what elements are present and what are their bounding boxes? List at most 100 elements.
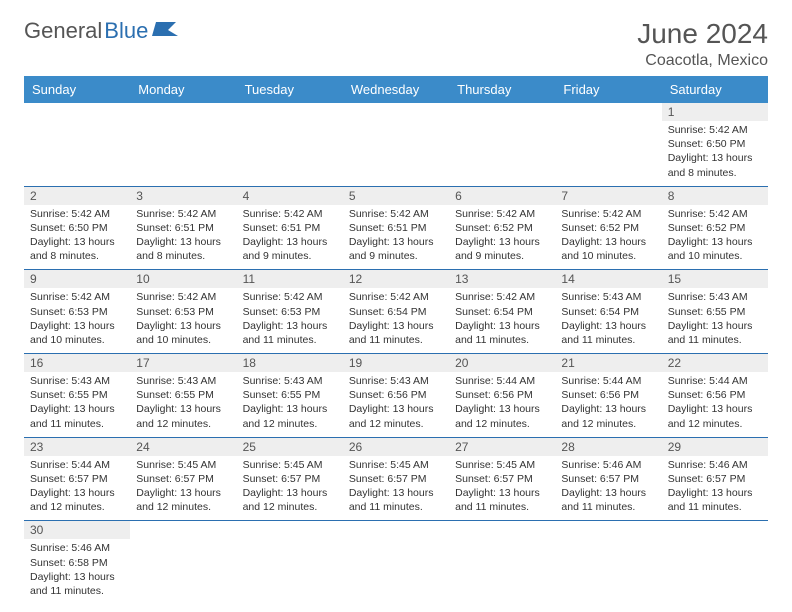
sunrise-line: Sunrise: 5:43 AM xyxy=(349,374,443,388)
day-number-bar: 20 xyxy=(449,354,555,372)
daylight-line: Daylight: 13 hours and 11 minutes. xyxy=(30,570,124,598)
sunset-line: Sunset: 6:56 PM xyxy=(349,388,443,402)
sunset-line: Sunset: 6:53 PM xyxy=(243,305,337,319)
calendar-empty-cell xyxy=(237,521,343,604)
calendar-day-cell: 15Sunrise: 5:43 AMSunset: 6:55 PMDayligh… xyxy=(662,270,768,354)
day-number-bar: 18 xyxy=(237,354,343,372)
day-detail: Sunrise: 5:44 AMSunset: 6:57 PMDaylight:… xyxy=(30,458,124,515)
sunrise-line: Sunrise: 5:45 AM xyxy=(243,458,337,472)
day-detail: Sunrise: 5:42 AMSunset: 6:50 PMDaylight:… xyxy=(30,207,124,264)
daylight-line: Daylight: 13 hours and 10 minutes. xyxy=(30,319,124,347)
day-detail: Sunrise: 5:44 AMSunset: 6:56 PMDaylight:… xyxy=(455,374,549,431)
day-detail: Sunrise: 5:45 AMSunset: 6:57 PMDaylight:… xyxy=(243,458,337,515)
sunrise-line: Sunrise: 5:42 AM xyxy=(30,207,124,221)
sunrise-line: Sunrise: 5:45 AM xyxy=(136,458,230,472)
day-number: 21 xyxy=(561,356,655,371)
day-number-bar: 27 xyxy=(449,438,555,456)
sunrise-line: Sunrise: 5:42 AM xyxy=(243,290,337,304)
daylight-line: Daylight: 13 hours and 11 minutes. xyxy=(668,319,762,347)
day-number: 18 xyxy=(243,356,337,371)
flag-icon xyxy=(152,20,178,38)
day-number-bar: 10 xyxy=(130,270,236,288)
sunrise-line: Sunrise: 5:42 AM xyxy=(349,207,443,221)
calendar-day-cell: 26Sunrise: 5:45 AMSunset: 6:57 PMDayligh… xyxy=(343,437,449,521)
calendar-day-cell: 13Sunrise: 5:42 AMSunset: 6:54 PMDayligh… xyxy=(449,270,555,354)
sunrise-line: Sunrise: 5:42 AM xyxy=(30,290,124,304)
calendar-day-cell: 7Sunrise: 5:42 AMSunset: 6:52 PMDaylight… xyxy=(555,186,661,270)
sunset-line: Sunset: 6:51 PM xyxy=(136,221,230,235)
day-number: 12 xyxy=(349,272,443,287)
calendar-day-cell: 16Sunrise: 5:43 AMSunset: 6:55 PMDayligh… xyxy=(24,354,130,438)
calendar-week-row: 16 Sunrise: 5:43 AMSunset: 6:55 PMDayligh… xyxy=(24,354,768,438)
sunrise-line: Sunrise: 5:42 AM xyxy=(668,207,762,221)
sunset-line: Sunset: 6:50 PM xyxy=(668,137,762,151)
sunrise-line: Sunrise: 5:43 AM xyxy=(243,374,337,388)
day-detail: Sunrise: 5:42 AMSunset: 6:52 PMDaylight:… xyxy=(455,207,549,264)
sunrise-line: Sunrise: 5:43 AM xyxy=(30,374,124,388)
sunset-line: Sunset: 6:53 PM xyxy=(30,305,124,319)
day-number: 16 xyxy=(30,356,124,371)
day-number-bar: 22 xyxy=(662,354,768,372)
day-number: 8 xyxy=(668,189,762,204)
location-label: Coacotla, Mexico xyxy=(637,52,768,70)
calendar-day-cell: 14Sunrise: 5:43 AMSunset: 6:54 PMDayligh… xyxy=(555,270,661,354)
weekday-header: Monday xyxy=(130,76,236,103)
sunset-line: Sunset: 6:52 PM xyxy=(668,221,762,235)
daylight-line: Daylight: 13 hours and 11 minutes. xyxy=(455,319,549,347)
calendar-day-cell: 30 Sunrise: 5:46 AMSunset: 6:58 PMDayligh… xyxy=(24,521,130,604)
daylight-line: Daylight: 13 hours and 11 minutes. xyxy=(668,486,762,514)
calendar-empty-cell xyxy=(130,521,236,604)
daylight-line: Daylight: 13 hours and 10 minutes. xyxy=(668,235,762,263)
weekday-header: Tuesday xyxy=(237,76,343,103)
calendar-empty-cell xyxy=(555,103,661,186)
day-number: 10 xyxy=(136,272,230,287)
weekday-header: Friday xyxy=(555,76,661,103)
day-number: 23 xyxy=(30,440,124,455)
calendar-day-cell: 24Sunrise: 5:45 AMSunset: 6:57 PMDayligh… xyxy=(130,437,236,521)
day-number-bar: 15 xyxy=(662,270,768,288)
sunset-line: Sunset: 6:57 PM xyxy=(455,472,549,486)
day-number: 19 xyxy=(349,356,443,371)
day-number-bar: 4 xyxy=(237,187,343,205)
daylight-line: Daylight: 13 hours and 8 minutes. xyxy=(136,235,230,263)
day-detail: Sunrise: 5:42 AMSunset: 6:51 PMDaylight:… xyxy=(136,207,230,264)
calendar-day-cell: 27 Sunrise: 5:45 AMSunset: 6:57 PMDayligh… xyxy=(449,437,555,521)
day-detail: Sunrise: 5:42 AMSunset: 6:52 PMDaylight:… xyxy=(561,207,655,264)
day-detail: Sunrise: 5:42 AMSunset: 6:53 PMDaylight:… xyxy=(30,290,124,347)
calendar-day-cell: 6Sunrise: 5:42 AMSunset: 6:52 PMDaylight… xyxy=(449,186,555,270)
day-number: 14 xyxy=(561,272,655,287)
day-detail: Sunrise: 5:43 AMSunset: 6:55 PMDaylight:… xyxy=(243,374,337,431)
sunrise-line: Sunrise: 5:42 AM xyxy=(561,207,655,221)
daylight-line: Daylight: 13 hours and 8 minutes. xyxy=(668,151,762,179)
calendar-day-cell: 17Sunrise: 5:43 AMSunset: 6:55 PMDayligh… xyxy=(130,354,236,438)
calendar-empty-cell xyxy=(237,103,343,186)
calendar-day-cell: 9 Sunrise: 5:42 AMSunset: 6:53 PMDaylight… xyxy=(24,270,130,354)
day-number-bar: 28 xyxy=(555,438,661,456)
calendar-body: 1Sunrise: 5:42 AMSunset: 6:50 PMDaylight… xyxy=(24,103,768,604)
calendar-week-row: 23 Sunrise: 5:44 AMSunset: 6:57 PMDayligh… xyxy=(24,437,768,521)
day-number: 29 xyxy=(668,440,762,455)
weekday-header: Sunday xyxy=(24,76,130,103)
day-number-bar: 9 xyxy=(24,270,130,288)
sunset-line: Sunset: 6:55 PM xyxy=(136,388,230,402)
day-detail: Sunrise: 5:45 AMSunset: 6:57 PMDaylight:… xyxy=(455,458,549,515)
calendar-week-row: 1Sunrise: 5:42 AMSunset: 6:50 PMDaylight… xyxy=(24,103,768,186)
calendar-day-cell: 2Sunrise: 5:42 AMSunset: 6:50 PMDaylight… xyxy=(24,186,130,270)
daylight-line: Daylight: 13 hours and 12 minutes. xyxy=(243,486,337,514)
calendar-day-cell: 11Sunrise: 5:42 AMSunset: 6:53 PMDayligh… xyxy=(237,270,343,354)
calendar-day-cell: 29 Sunrise: 5:46 AMSunset: 6:57 PMDayligh… xyxy=(662,437,768,521)
calendar-day-cell: 23 Sunrise: 5:44 AMSunset: 6:57 PMDayligh… xyxy=(24,437,130,521)
calendar-table: Sunday Monday Tuesday Wednesday Thursday… xyxy=(24,76,768,604)
day-detail: Sunrise: 5:42 AMSunset: 6:53 PMDaylight:… xyxy=(136,290,230,347)
day-detail: Sunrise: 5:46 AMSunset: 6:58 PMDaylight:… xyxy=(30,541,124,598)
day-detail: Sunrise: 5:45 AMSunset: 6:57 PMDaylight:… xyxy=(349,458,443,515)
day-number-bar: 30 xyxy=(24,521,130,539)
sunset-line: Sunset: 6:54 PM xyxy=(349,305,443,319)
day-detail: Sunrise: 5:42 AMSunset: 6:51 PMDaylight:… xyxy=(349,207,443,264)
calendar-empty-cell xyxy=(449,521,555,604)
day-detail: Sunrise: 5:46 AMSunset: 6:57 PMDaylight:… xyxy=(668,458,762,515)
day-number-bar: 14 xyxy=(555,270,661,288)
calendar-empty-cell xyxy=(343,521,449,604)
day-number: 20 xyxy=(455,356,549,371)
day-number: 15 xyxy=(668,272,762,287)
